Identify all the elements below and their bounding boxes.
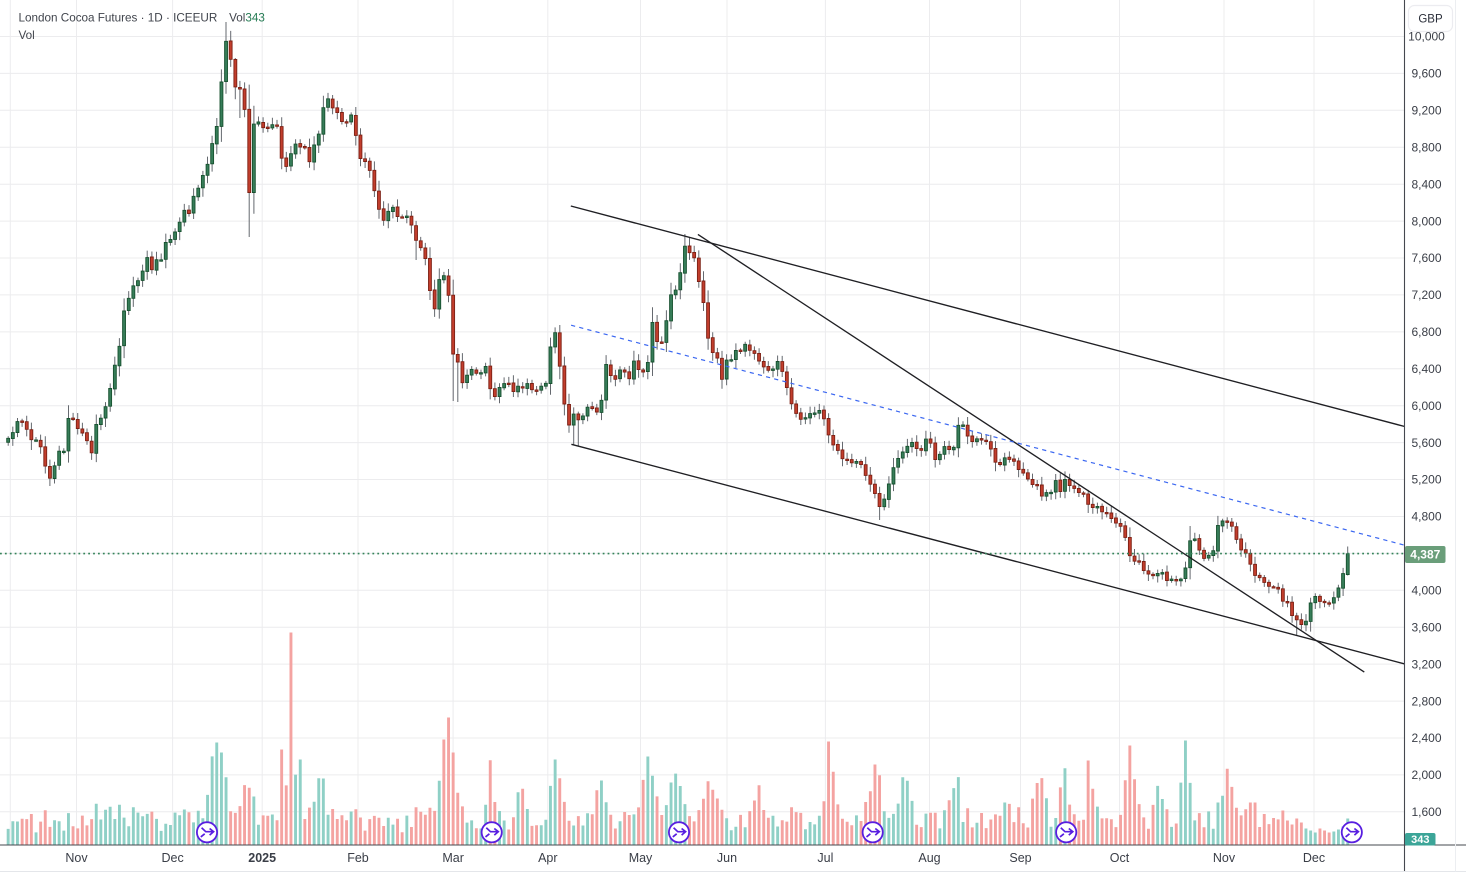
svg-text:3,600: 3,600 — [1411, 620, 1441, 634]
svg-text:7,600: 7,600 — [1411, 251, 1441, 265]
svg-text:2025: 2025 — [248, 851, 276, 865]
svg-text:GBP: GBP — [1418, 13, 1443, 25]
svg-text:Jun: Jun — [717, 851, 737, 865]
svg-text:2,800: 2,800 — [1411, 694, 1441, 708]
svg-text:Apr: Apr — [538, 851, 557, 865]
svg-text:Vol: Vol — [19, 29, 35, 42]
svg-text:Dec: Dec — [1303, 851, 1325, 865]
svg-text:4,387: 4,387 — [1410, 548, 1440, 562]
svg-text:Mar: Mar — [442, 851, 464, 865]
svg-text:5,200: 5,200 — [1411, 473, 1441, 487]
svg-text:6,000: 6,000 — [1411, 399, 1441, 413]
svg-text:Oct: Oct — [1110, 851, 1130, 865]
svg-text:Nov: Nov — [1213, 851, 1236, 865]
svg-text:8,800: 8,800 — [1411, 141, 1441, 155]
svg-text:Dec: Dec — [161, 851, 183, 865]
svg-text:6,800: 6,800 — [1411, 325, 1441, 339]
svg-text:4,000: 4,000 — [1411, 584, 1441, 598]
svg-text:Nov: Nov — [65, 851, 88, 865]
svg-text:9,200: 9,200 — [1411, 104, 1441, 118]
svg-text:Jul: Jul — [817, 851, 833, 865]
svg-text:2,000: 2,000 — [1411, 768, 1441, 782]
svg-text:May: May — [629, 851, 653, 865]
svg-text:2,400: 2,400 — [1411, 731, 1441, 745]
svg-text:8,000: 8,000 — [1411, 214, 1441, 228]
svg-text:7,200: 7,200 — [1411, 288, 1441, 302]
svg-text:3,200: 3,200 — [1411, 657, 1441, 671]
svg-text:9,600: 9,600 — [1411, 67, 1441, 81]
svg-text:1,600: 1,600 — [1411, 805, 1441, 819]
svg-text:6,400: 6,400 — [1411, 362, 1441, 376]
svg-text:Feb: Feb — [347, 851, 369, 865]
svg-text:Aug: Aug — [918, 851, 940, 865]
svg-text:4,800: 4,800 — [1411, 510, 1441, 524]
svg-text:5,600: 5,600 — [1411, 436, 1441, 450]
svg-text:Sep: Sep — [1009, 851, 1031, 865]
svg-text:343: 343 — [1411, 834, 1429, 846]
svg-text:8,400: 8,400 — [1411, 177, 1441, 191]
